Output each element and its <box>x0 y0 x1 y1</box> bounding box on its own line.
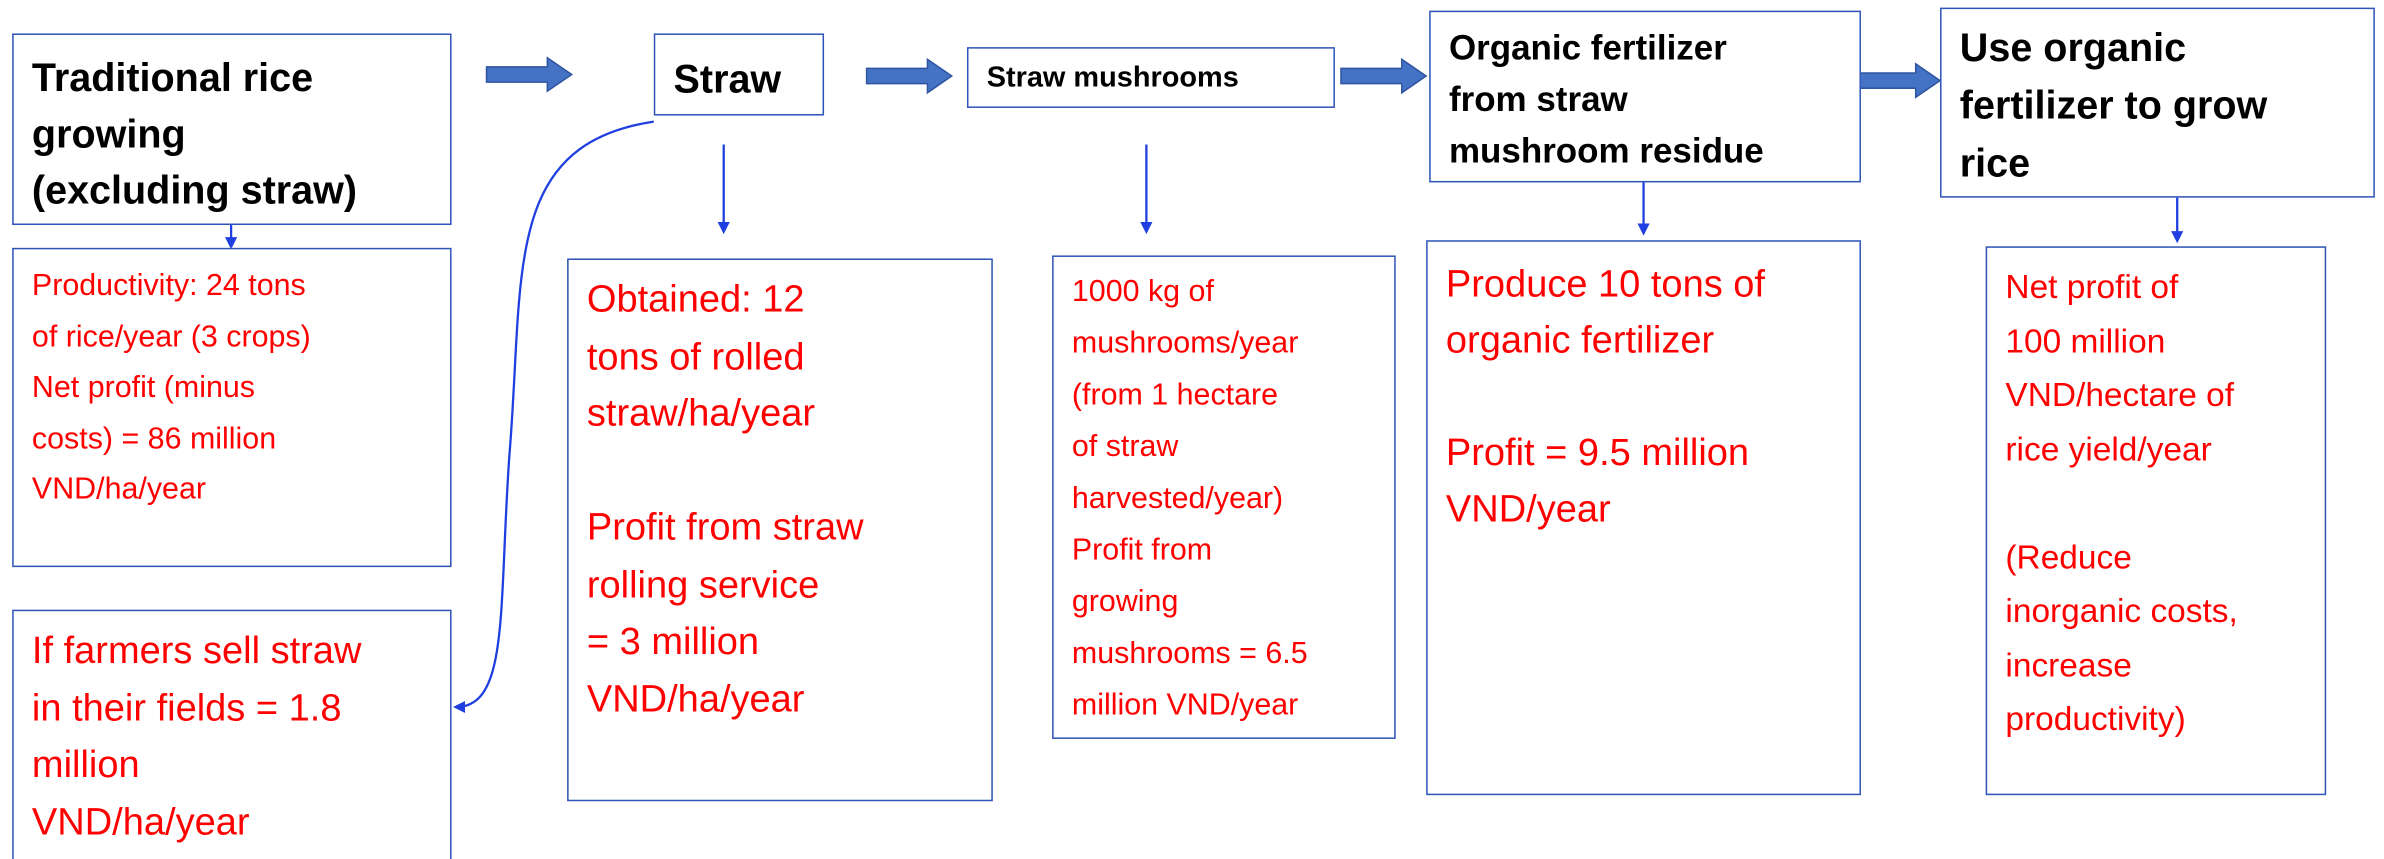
text-line: mushrooms = 6.5 <box>1071 637 1308 671</box>
text-line: If farmers sell straw <box>31 629 362 673</box>
text-line: Traditional rice <box>31 54 314 101</box>
paragraph: Traditional rice growing (excluding straw) <box>32 50 444 219</box>
text-line: organic fertilizer <box>1445 319 1715 362</box>
paragraph: Straw mushrooms <box>987 61 1328 97</box>
text-line: mushroom residue <box>1448 130 1764 171</box>
text-line: harvested/year) <box>1071 481 1284 516</box>
block-arrow <box>865 57 954 95</box>
paragraph: Obtained: 12 tons of rolled straw/ha/year <box>587 272 985 443</box>
paragraph: If farmers sell straw in their fields = 1… <box>32 623 444 851</box>
detail-box: Obtained: 12 tons of rolled straw/ha/year P… <box>567 258 993 802</box>
header-box: Organic fertilizer from straw mushroom res… <box>1429 10 1861 183</box>
text-line: Profit from <box>1071 533 1213 568</box>
text-line: mushrooms/year <box>1071 326 1299 361</box>
text-line: of rice/year (3 crops) <box>31 320 311 354</box>
text-line: million VND/year <box>1071 688 1299 723</box>
text-line: rice yield/year <box>2005 429 2212 468</box>
text-line: from straw <box>1448 79 1628 119</box>
text-line: million <box>31 743 140 787</box>
paragraph: (Reduce inorganic costs, increase productiv… <box>2005 530 2318 746</box>
block-arrow <box>1340 57 1428 95</box>
text-line: tons of rolled <box>586 335 805 378</box>
paragraph: Straw <box>674 56 817 102</box>
text-line: Profit from straw <box>586 506 864 549</box>
text-line: VND/hectare of <box>2005 375 2235 414</box>
header-box: Straw mushrooms <box>966 47 1335 108</box>
paragraph: Profit = 9.5 million VND/year <box>1446 426 1853 539</box>
text-line: Straw mushrooms <box>986 62 1239 95</box>
text-line: in their fields = 1.8 <box>31 686 342 730</box>
header-box: Traditional rice growing (excluding straw) <box>12 33 452 226</box>
text-line: growing <box>1071 585 1179 619</box>
text-line: rice <box>1959 139 2031 186</box>
text-line: 100 million <box>2005 321 2166 360</box>
text-line: costs) = 86 million <box>31 421 277 456</box>
text-line: Straw <box>673 56 782 102</box>
text-line: (excluding straw) <box>31 167 358 213</box>
text-line: Obtained: 12 <box>586 278 805 321</box>
paragraph: Net profit of 100 million VND/hectare of ri… <box>2005 260 2318 476</box>
header-box: Use organic fertilizer to grow rice <box>1940 7 2375 198</box>
header-box: Straw <box>653 33 825 116</box>
detail-box: If farmers sell straw in their fields = 1… <box>12 609 452 859</box>
text-line: straw/ha/year <box>586 392 816 435</box>
paragraph: Organic fertilizer from straw mushroom res… <box>1449 21 1853 176</box>
paragraph: Produce 10 tons of organic fertilizer <box>1446 257 1853 370</box>
text-line: VND/ha/year <box>31 472 207 507</box>
text-line: (Reduce <box>2005 537 2132 576</box>
text-line: Produce 10 tons of <box>1445 263 1765 306</box>
text-line: Net profit (minus <box>31 370 255 405</box>
curved-arrow <box>453 120 654 714</box>
text-line: VND/year <box>1445 488 1611 531</box>
text-line: 1000 kg of <box>1071 275 1214 309</box>
text-line: Profit = 9.5 million <box>1445 431 1750 475</box>
paragraph: Use organic fertilizer to grow rice <box>1960 18 2367 191</box>
paragraph: 1000 kg of mushrooms/year (from 1 hectare o… <box>1072 266 1388 731</box>
text-line: inorganic costs, <box>2005 591 2238 630</box>
text-line: productivity) <box>2005 699 2186 738</box>
text-line: Use organic <box>1959 24 2187 70</box>
text-line: VND/ha/year <box>31 800 250 844</box>
text-line: = 3 million <box>586 620 760 663</box>
paragraph: Profit from straw rolling service = 3 mill… <box>587 500 985 728</box>
detail-box: 1000 kg of mushrooms/year (from 1 hectare o… <box>1052 255 1396 739</box>
text-line: VND/ha/year <box>586 677 805 720</box>
text-line: (from 1 hectare <box>1071 378 1279 413</box>
text-line: rolling service <box>586 563 820 606</box>
detail-box: Productivity: 24 tons of rice/year (3 cro… <box>12 247 452 568</box>
text-line: fertilizer to grow <box>1959 82 2268 128</box>
text-line: increase <box>2005 645 2132 684</box>
paragraph: Productivity: 24 tons of rice/year (3 cro… <box>32 262 444 517</box>
text-line: of straw <box>1071 430 1179 464</box>
block-arrow <box>485 56 574 93</box>
detail-box: Net profit of 100 million VND/hectare of ri… <box>1985 246 2327 796</box>
text-line: Organic fertilizer <box>1448 27 1727 67</box>
text-line: growing <box>31 110 186 157</box>
text-line: Net profit of <box>2005 267 2179 306</box>
block-arrow <box>1854 62 1942 99</box>
text-line: Productivity: 24 tons <box>31 269 306 303</box>
detail-box: Produce 10 tons of organic fertilizer Prof… <box>1426 240 1861 796</box>
